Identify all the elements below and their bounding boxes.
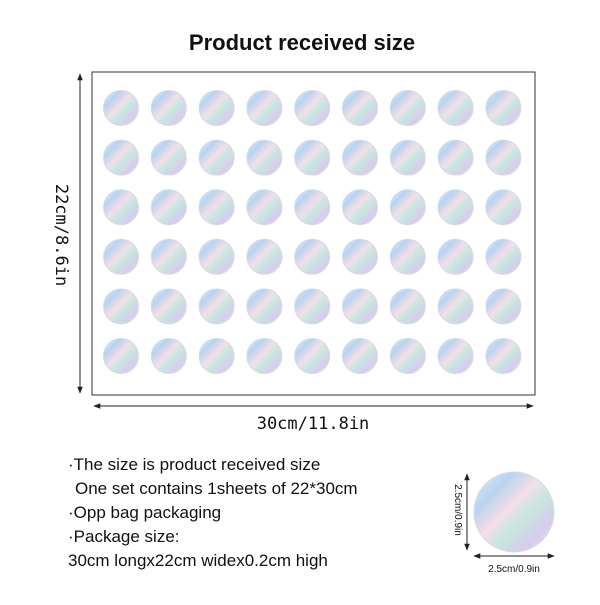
sticker xyxy=(246,338,283,374)
sticker xyxy=(294,139,331,176)
sticker xyxy=(294,238,331,275)
sticker xyxy=(103,338,139,374)
sticker xyxy=(198,139,235,176)
sticker xyxy=(389,90,426,126)
sticker xyxy=(389,238,426,275)
sticker xyxy=(246,139,283,176)
sticker xyxy=(485,189,522,226)
sticker xyxy=(294,288,331,325)
sticker xyxy=(198,338,235,374)
sticker xyxy=(246,189,283,226)
sticker xyxy=(485,338,522,374)
width-label: 30cm/11.8in xyxy=(257,414,370,434)
sticker xyxy=(246,288,283,325)
sticker xyxy=(342,338,378,374)
sticker-width-label: 2.5cm/0.9in xyxy=(488,564,540,575)
sticker xyxy=(198,238,235,275)
sticker xyxy=(389,139,426,176)
sticker xyxy=(150,189,187,226)
sticker xyxy=(294,189,331,226)
sticker xyxy=(294,338,331,374)
sticker xyxy=(485,238,522,275)
sticker xyxy=(150,288,187,325)
sticker xyxy=(485,139,522,176)
desc-line: ·Package size: xyxy=(68,527,180,546)
sticker xyxy=(437,338,474,374)
sticker xyxy=(150,238,187,275)
sticker-grid xyxy=(103,90,522,374)
sticker xyxy=(246,238,283,275)
sticker xyxy=(389,288,426,325)
desc-line: ·The size is product received size xyxy=(68,455,320,474)
sticker xyxy=(246,90,283,126)
description: ·The size is product received size One s… xyxy=(68,455,358,570)
height-label: 22cm/8.6in xyxy=(51,184,71,286)
sticker xyxy=(198,288,235,325)
sticker xyxy=(437,189,474,226)
title: Product received size xyxy=(189,30,415,55)
sticker xyxy=(150,90,187,126)
sticker xyxy=(103,288,139,325)
sticker xyxy=(103,90,139,126)
sticker xyxy=(150,139,187,176)
sticker xyxy=(437,139,474,176)
sticker xyxy=(342,139,378,176)
sticker xyxy=(342,288,378,325)
sticker xyxy=(103,189,139,226)
sticker xyxy=(437,288,474,325)
sticker xyxy=(342,189,378,226)
sticker xyxy=(389,338,426,374)
sticker xyxy=(437,90,474,126)
sticker-height-label: 2.5cm/0.9in xyxy=(452,484,463,536)
sticker xyxy=(389,189,426,226)
sticker xyxy=(198,90,235,126)
sticker xyxy=(103,139,139,176)
sticker xyxy=(198,189,235,226)
desc-line: ·Opp bag packaging xyxy=(68,503,221,522)
sticker xyxy=(342,90,378,126)
desc-line: One set contains 1sheets of 22*30cm xyxy=(75,479,358,498)
sticker xyxy=(485,288,522,325)
sticker xyxy=(294,90,331,126)
sticker xyxy=(437,238,474,275)
sticker xyxy=(150,338,187,374)
sticker xyxy=(342,238,378,275)
desc-line: 30cm longx22cm widex0.2cm high xyxy=(68,551,328,570)
sticker xyxy=(485,90,522,126)
sticker xyxy=(103,238,139,275)
sticker-sample xyxy=(473,471,555,553)
